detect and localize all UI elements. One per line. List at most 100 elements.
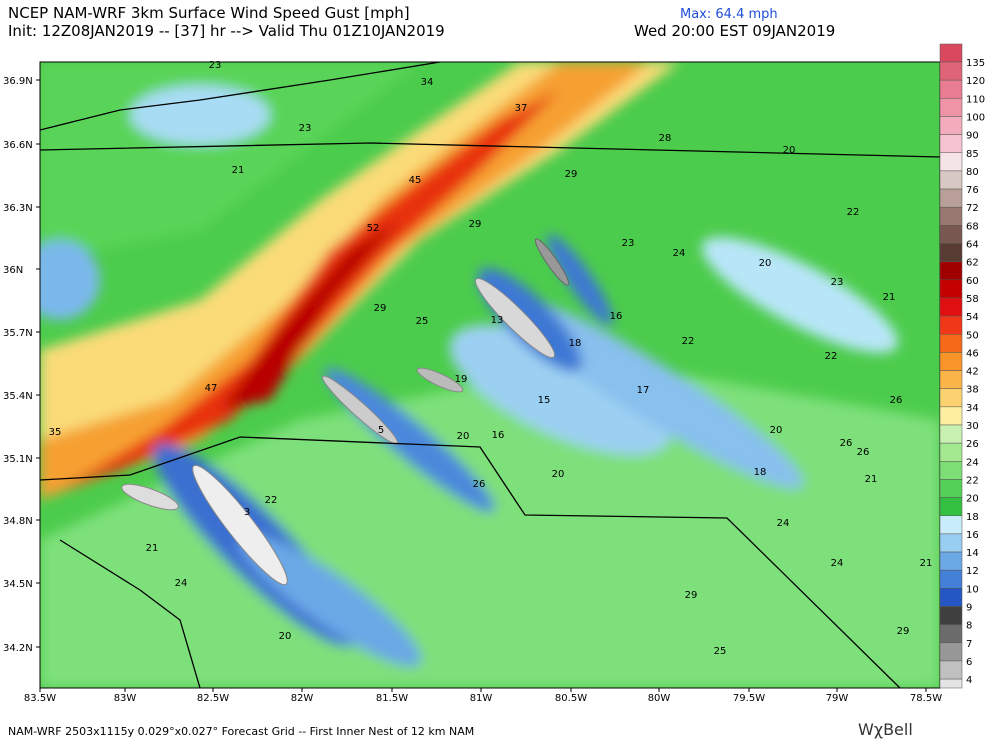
lon-label: 83W xyxy=(114,693,137,704)
colorbar-swatch xyxy=(939,551,963,571)
colorbar-label: 80 xyxy=(966,167,979,178)
map-value: 22 xyxy=(265,495,278,506)
colorbar-swatch xyxy=(939,569,963,589)
lat-label: 36.9N xyxy=(3,76,33,87)
colorbar-label: 76 xyxy=(966,185,979,196)
colorbar-swatch xyxy=(939,424,963,444)
colorbar-swatch xyxy=(939,497,963,517)
colorbar-swatch xyxy=(939,442,963,462)
colorbar-label: 62 xyxy=(966,258,979,269)
colorbar-label: 26 xyxy=(966,439,979,450)
map-value: 47 xyxy=(205,383,218,394)
colorbar-label: 64 xyxy=(966,240,979,251)
colorbar-label: 6 xyxy=(966,657,972,668)
map-value: 18 xyxy=(754,467,767,478)
map-value: 23 xyxy=(209,60,222,71)
map-value: 52 xyxy=(367,223,380,234)
colorbar-swatch xyxy=(939,279,963,299)
lat-label: 36N xyxy=(3,265,23,276)
colorbar-label: 38 xyxy=(966,385,979,396)
colorbar-label: 7 xyxy=(966,639,972,650)
map-value: 20 xyxy=(457,431,470,442)
colorbar-swatch xyxy=(939,98,963,117)
map-value: 24 xyxy=(831,558,844,569)
colorbar-label: 54 xyxy=(966,312,979,323)
map-value: 29 xyxy=(374,303,387,314)
map-value: 22 xyxy=(847,207,860,218)
colorbar-swatch xyxy=(939,261,963,281)
colorbar-swatch xyxy=(939,152,963,172)
colorbar-swatch xyxy=(939,134,963,154)
lat-label: 34.5N xyxy=(3,579,33,590)
colorbar-swatch xyxy=(939,188,963,208)
colorbar-label: 20 xyxy=(966,494,979,505)
lon-label: 82.5W xyxy=(197,693,229,704)
map-value: 23 xyxy=(622,238,635,249)
colorbar-swatch xyxy=(939,515,963,535)
colorbar-label: 90 xyxy=(966,131,979,142)
map-value: 19 xyxy=(455,374,468,385)
colorbar-label: 12 xyxy=(966,566,979,577)
map-value: 26 xyxy=(473,479,486,490)
colorbar-label: 34 xyxy=(966,403,979,414)
colorbar-label: 68 xyxy=(966,221,979,232)
map-value: 26 xyxy=(840,438,853,449)
colorbar-swatch xyxy=(939,533,963,553)
colorbar-swatch xyxy=(939,479,963,498)
colorbar-label: 120 xyxy=(966,76,985,87)
map-value: 23 xyxy=(831,277,844,288)
colorbar-label: 18 xyxy=(966,512,979,523)
colorbar-label: 50 xyxy=(966,330,979,341)
map-value: 26 xyxy=(857,447,870,458)
colorbar-label: 46 xyxy=(966,348,979,359)
colorbar-label: 42 xyxy=(966,367,979,378)
logo: WχBell xyxy=(858,720,913,739)
colorbar-label: 8 xyxy=(966,621,972,632)
lat-label: 36.6N xyxy=(3,140,33,151)
colorbar-swatch xyxy=(939,206,963,226)
colorbar-swatch xyxy=(939,406,963,426)
map-value: 18 xyxy=(569,338,582,349)
map-value: 20 xyxy=(552,469,565,480)
map-value: 16 xyxy=(610,311,623,322)
map-value: 26 xyxy=(890,395,903,406)
colorbar-swatch xyxy=(939,61,963,81)
colorbar-swatch xyxy=(939,588,963,607)
colorbar-label: 9 xyxy=(966,603,972,614)
lon-label: 81.5W xyxy=(376,693,408,704)
map-value: 28 xyxy=(659,133,672,144)
map-value: 22 xyxy=(682,336,695,347)
lon-label: 80W xyxy=(648,693,671,704)
colorbar-label: 72 xyxy=(966,203,979,214)
colorbar-swatch xyxy=(939,79,963,99)
lon-label: 82W xyxy=(291,693,314,704)
map-field xyxy=(40,62,940,688)
lon-label: 79W xyxy=(826,693,849,704)
colorbar-label: 110 xyxy=(966,94,985,105)
colorbar-swatch xyxy=(939,243,963,262)
lon-label: 81W xyxy=(470,693,493,704)
colorbar-swatch xyxy=(939,678,963,689)
colorbar-label: 58 xyxy=(966,294,979,305)
colorbar-label: 22 xyxy=(966,475,979,486)
colorbar-label: 100 xyxy=(966,112,985,123)
lat-label: 35.7N xyxy=(3,328,33,339)
lat-label: 35.1N xyxy=(3,454,33,465)
colorbar-swatch xyxy=(939,388,963,408)
map-value: 20 xyxy=(770,425,783,436)
map-value: 37 xyxy=(515,103,528,114)
lat-label: 34.8N xyxy=(3,516,33,527)
map-value: 16 xyxy=(492,430,505,441)
map-value: 29 xyxy=(897,626,910,637)
map-value: 25 xyxy=(416,316,429,327)
colorbar-swatch xyxy=(939,315,963,335)
colorbar-label: 135 xyxy=(966,58,985,69)
map-value: 29 xyxy=(565,169,578,180)
lat-label: 34.2N xyxy=(3,643,33,654)
colorbar-swatch xyxy=(939,624,963,644)
map-value: 35 xyxy=(49,427,62,438)
map-value: 21 xyxy=(232,165,245,176)
lat-label: 35.4N xyxy=(3,391,33,402)
map-value: 21 xyxy=(883,292,896,303)
